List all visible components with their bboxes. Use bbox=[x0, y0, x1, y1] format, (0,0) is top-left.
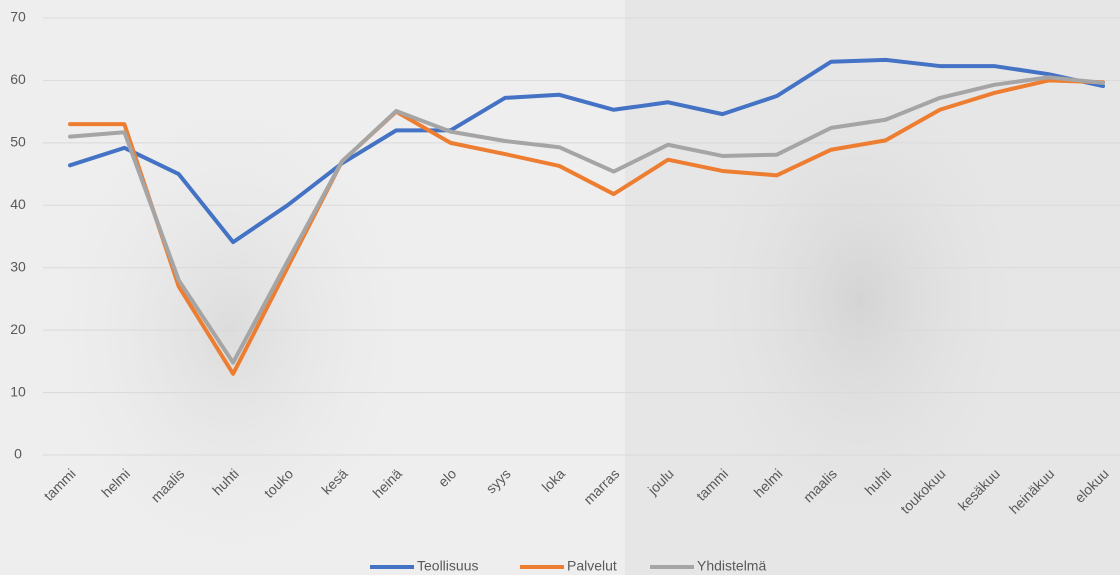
y-tick-label: 40 bbox=[10, 196, 26, 212]
legend-label: Yhdistelmä bbox=[697, 558, 766, 574]
chart: 010203040506070tammihelmimaalishuhtitouk… bbox=[0, 0, 1120, 575]
y-tick-label: 30 bbox=[10, 258, 26, 274]
y-tick-label: 20 bbox=[10, 321, 26, 337]
legend-label: Palvelut bbox=[567, 558, 617, 574]
legend-label: Teollisuus bbox=[417, 558, 478, 574]
legend: Teollisuus Palvelut Yhdistelmä bbox=[370, 558, 766, 574]
y-tick-label: 60 bbox=[10, 71, 26, 87]
y-tick-label: 50 bbox=[10, 134, 26, 150]
y-tick-label: 70 bbox=[10, 9, 26, 25]
y-tick-label: 0 bbox=[14, 446, 22, 462]
y-tick-label: 10 bbox=[10, 383, 26, 399]
